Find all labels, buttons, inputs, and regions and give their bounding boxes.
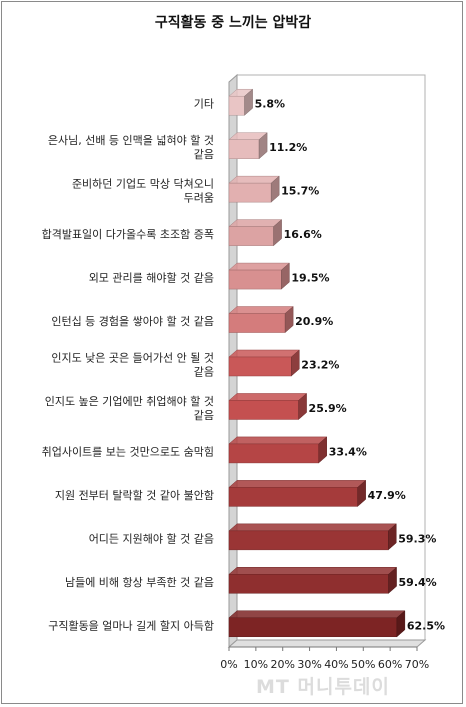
bar-top-face: [228, 480, 367, 488]
bar: [228, 400, 299, 420]
bar-end-face: [258, 132, 268, 160]
bar-end-face: [396, 610, 406, 638]
bar-end-face: [281, 262, 290, 290]
bar-end-face: [270, 175, 280, 203]
bar-value-label: 59.4%: [399, 576, 437, 589]
category-label: 인지도 높은 기업에만 취업해야 할 것: [45, 394, 214, 408]
category-label: 구직활동을 얼마나 길게 할지 아득함: [48, 618, 214, 632]
bar-top-face: [228, 393, 308, 401]
category-label: 합격발표일이 다가올수록 초조함 증폭: [42, 227, 214, 241]
bar-end-face: [298, 392, 307, 421]
x-tick-label: 10%: [244, 658, 268, 671]
bar-value-label: 33.4%: [329, 445, 367, 458]
chart-title: 구직활동 중 느끼는 압박감: [154, 15, 312, 31]
bar: [228, 487, 358, 507]
x-tick-label: 40%: [324, 658, 348, 671]
bar-end-face: [388, 566, 397, 594]
bar-top-face: [228, 219, 283, 227]
x-tick-label: 0%: [220, 658, 237, 671]
bar: [228, 313, 286, 333]
category-label: 어디든 지원해야 할 것 같음: [89, 531, 214, 545]
bar: [228, 530, 389, 551]
bar: [228, 182, 272, 203]
bar: [228, 95, 245, 116]
category-label: 인턴십 등 경험을 쌓아야 할 것 같음: [51, 315, 214, 328]
bar: [228, 356, 292, 377]
x-tick-label: 50%: [351, 658, 375, 671]
x-tick-label: 70%: [405, 658, 429, 671]
bar: [228, 617, 398, 638]
plot-floor: [227, 639, 427, 648]
bar: [228, 269, 282, 290]
bar-end-face: [273, 219, 282, 247]
bar: [228, 443, 319, 464]
bar-top-face: [228, 567, 398, 575]
category-label: 외모 관리를 해야할 것 같음: [89, 271, 214, 285]
bar-end-face: [291, 349, 300, 377]
category-label: 은사님, 선배 등 인맥을 넓혀야 할 것: [48, 134, 214, 147]
category-label: 준비하던 기업도 막상 닥쳐오니: [72, 177, 214, 191]
bar-top-face: [228, 262, 291, 271]
category-label: 같음: [194, 148, 214, 161]
bar-end-face: [284, 305, 294, 334]
x-tick-label: 20%: [270, 658, 294, 671]
bar-value-label: 23.2%: [301, 359, 339, 372]
bar-top-face: [228, 523, 397, 532]
bar-top-face: [228, 610, 406, 619]
category-label: 기타: [194, 98, 214, 111]
bar-value-label: 16.6%: [284, 228, 322, 241]
bar-top-face: [228, 175, 280, 184]
bar-value-label: 20.9%: [295, 315, 333, 328]
bar-end-face: [388, 523, 397, 551]
bar-value-label: 59.3%: [398, 532, 436, 545]
bar-value-label: 15.7%: [281, 185, 319, 198]
bar-end-face: [318, 436, 327, 464]
bar-top-face: [228, 306, 294, 314]
category-label: 같음: [194, 366, 214, 379]
category-label: 인지도 낮은 곳은 들어가선 안 될 것: [51, 351, 214, 365]
bar-value-label: 11.2%: [269, 141, 307, 154]
bar-value-label: 25.9%: [309, 402, 347, 415]
category-label: 남들에 비해 항상 부족한 것 같음: [65, 575, 214, 589]
bar: [228, 226, 274, 246]
category-label: 같음: [194, 409, 214, 422]
bar-end-face: [357, 479, 366, 507]
watermark-logo: MT 머니투데이: [256, 676, 390, 698]
bar-value-label: 19.5%: [291, 272, 329, 285]
bar-top-face: [228, 349, 300, 358]
category-label: 지원 전부터 탈락할 것 같아 불안함: [55, 489, 214, 502]
bar-value-label: 5.8%: [255, 98, 286, 111]
x-tick-label: 30%: [297, 658, 321, 671]
x-tick-label: 60%: [378, 658, 402, 671]
bar-end-face: [244, 88, 253, 116]
bar-value-label: 47.9%: [368, 489, 406, 502]
bar-top-face: [228, 436, 328, 445]
category-label: 취업사이트를 보는 것만으로도 숨막힘: [42, 445, 214, 458]
category-label: 두려움: [184, 192, 214, 205]
bar-value-label: 62.5%: [407, 619, 445, 632]
bar: [228, 139, 260, 159]
bar: [228, 574, 389, 594]
